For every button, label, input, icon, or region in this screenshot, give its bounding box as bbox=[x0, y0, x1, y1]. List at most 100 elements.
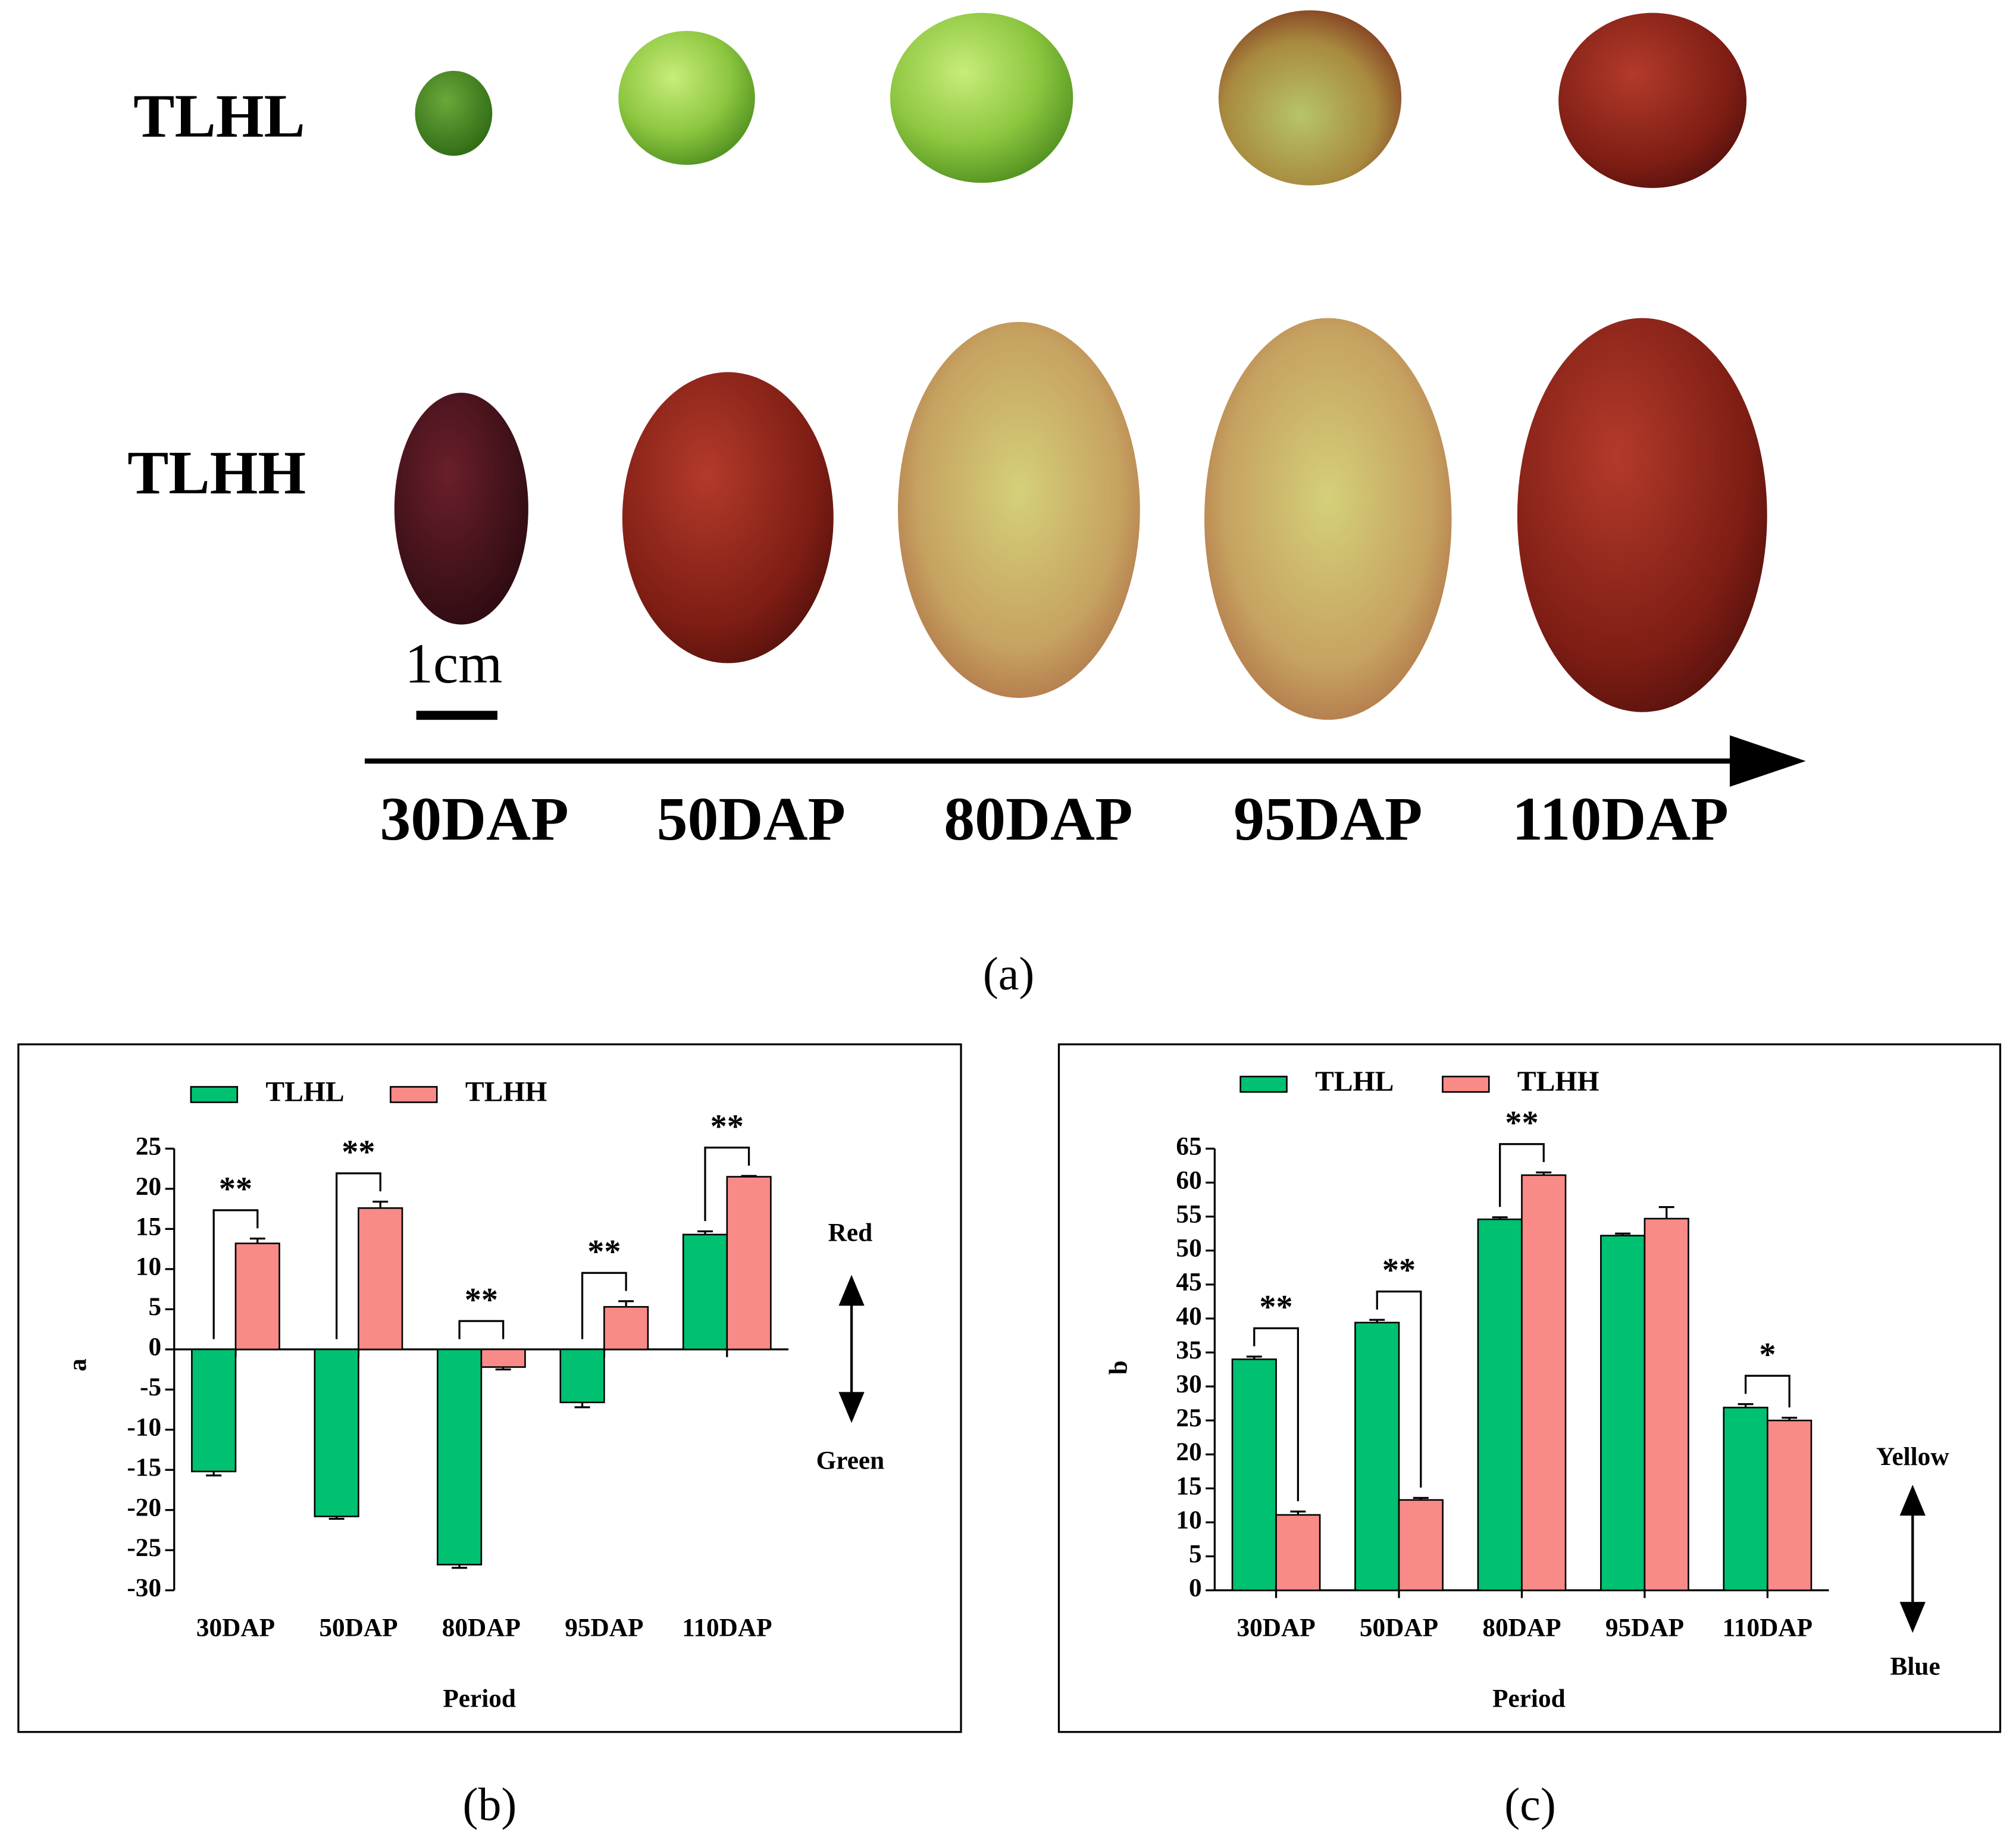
significance-bracket bbox=[336, 1172, 381, 1339]
legend-swatch bbox=[1239, 1075, 1288, 1093]
annotation: Red bbox=[828, 1218, 873, 1247]
y-tick-label: -15 bbox=[127, 1453, 161, 1482]
y-tick-label: 15 bbox=[136, 1212, 161, 1241]
significance-label: ** bbox=[710, 1108, 744, 1145]
significance-bracket bbox=[1499, 1143, 1545, 1207]
y-tick-label: 20 bbox=[136, 1172, 161, 1201]
fruit bbox=[1517, 318, 1767, 712]
error-bar bbox=[206, 1471, 222, 1477]
y-tick-label: 25 bbox=[1176, 1404, 1201, 1432]
error-bar bbox=[328, 1516, 345, 1520]
legend-label: TLHH bbox=[465, 1076, 547, 1107]
bar bbox=[1644, 1217, 1689, 1591]
significance-bracket bbox=[1376, 1290, 1422, 1488]
error-bar bbox=[1369, 1319, 1385, 1323]
x-tick-label: 95DAP bbox=[1605, 1614, 1684, 1642]
panel-frame bbox=[17, 1043, 962, 1733]
significance-label: ** bbox=[1259, 1289, 1292, 1326]
y-tick-label: 55 bbox=[1176, 1200, 1201, 1229]
y-tick-label: 45 bbox=[1176, 1268, 1201, 1297]
bar bbox=[437, 1348, 483, 1566]
arrow-head bbox=[838, 1275, 865, 1306]
bar bbox=[1600, 1235, 1646, 1591]
x-tick-label: 30DAP bbox=[196, 1614, 275, 1642]
y-tick-label: -20 bbox=[127, 1494, 161, 1522]
x-tick-label: 80DAP bbox=[1482, 1614, 1561, 1642]
arrow-head bbox=[1729, 735, 1806, 787]
error-bar bbox=[1492, 1216, 1508, 1220]
y-tick-label: 50 bbox=[1176, 1234, 1201, 1263]
y-tick-label: 10 bbox=[136, 1253, 161, 1281]
error-bar bbox=[1782, 1416, 1798, 1421]
panel-caption: (b) bbox=[463, 1779, 517, 1830]
y-tick-label: 0 bbox=[148, 1333, 161, 1361]
legend-label: TLHH bbox=[1517, 1066, 1599, 1097]
annotation: Yellow bbox=[1876, 1442, 1949, 1471]
significance-bracket bbox=[1744, 1375, 1790, 1408]
y-axis-label: b bbox=[1104, 1360, 1132, 1375]
fruit bbox=[415, 71, 493, 156]
legend-label: TLHL bbox=[265, 1076, 344, 1107]
bar bbox=[1354, 1322, 1400, 1591]
significance-bracket bbox=[704, 1147, 750, 1222]
bar bbox=[603, 1305, 649, 1351]
fruit bbox=[394, 393, 528, 625]
y-tick-label: -5 bbox=[140, 1373, 161, 1401]
scale-bar bbox=[416, 710, 497, 720]
x-tick-label: 95DAP bbox=[565, 1614, 643, 1642]
y-tick-label: 5 bbox=[148, 1292, 161, 1321]
x-axis-label: Period bbox=[443, 1685, 516, 1713]
error-bar bbox=[1246, 1355, 1262, 1360]
stage-label: 95DAP bbox=[1234, 785, 1422, 853]
arrow-head bbox=[1899, 1485, 1926, 1516]
error-bar bbox=[1536, 1171, 1552, 1175]
x-tick-label: 30DAP bbox=[1236, 1614, 1315, 1642]
fruit bbox=[897, 322, 1140, 698]
bar bbox=[1723, 1407, 1768, 1591]
y-tick-label: -30 bbox=[127, 1574, 161, 1602]
y-tick-label: 60 bbox=[1176, 1166, 1201, 1194]
bar bbox=[191, 1348, 237, 1473]
fruit bbox=[1204, 318, 1452, 720]
bar bbox=[1767, 1419, 1812, 1591]
fruit bbox=[890, 12, 1073, 183]
bar bbox=[1477, 1218, 1523, 1591]
significance-label: ** bbox=[1382, 1252, 1416, 1289]
annotation: Green bbox=[816, 1446, 885, 1474]
annotation: Blue bbox=[1890, 1652, 1940, 1681]
x-tick-label: 110DAP bbox=[1723, 1614, 1812, 1642]
stage-label: 80DAP bbox=[944, 785, 1132, 853]
significance-label: ** bbox=[1505, 1104, 1538, 1141]
y-axis-label: a bbox=[64, 1358, 92, 1372]
row-label: TLHH bbox=[127, 439, 306, 507]
error-bar bbox=[249, 1237, 265, 1244]
y-tick-label: 40 bbox=[1176, 1302, 1201, 1330]
stage-label: 30DAP bbox=[380, 785, 568, 853]
significance-bracket bbox=[212, 1209, 259, 1339]
y-tick-label: 30 bbox=[1176, 1370, 1201, 1398]
significance-label: ** bbox=[342, 1134, 375, 1170]
x-tick-label: 110DAP bbox=[682, 1614, 772, 1642]
arrow-head bbox=[1899, 1602, 1926, 1633]
error-bar bbox=[1413, 1497, 1429, 1500]
y-tick-label: -25 bbox=[127, 1533, 161, 1562]
significance-bracket bbox=[581, 1272, 627, 1339]
panel-caption: (c) bbox=[1504, 1779, 1555, 1830]
bar bbox=[358, 1207, 403, 1351]
row-label: TLHL bbox=[133, 82, 305, 150]
y-tick-label: 15 bbox=[1176, 1472, 1201, 1500]
bar bbox=[1275, 1514, 1321, 1591]
bar bbox=[314, 1348, 359, 1517]
legend-swatch bbox=[1442, 1075, 1490, 1093]
significance-bracket bbox=[1253, 1327, 1299, 1501]
fruit bbox=[618, 30, 755, 165]
significance-label: ** bbox=[465, 1282, 498, 1319]
bar bbox=[726, 1176, 772, 1351]
x-tick-label: 50DAP bbox=[1360, 1614, 1438, 1642]
stage-label: 50DAP bbox=[657, 785, 846, 853]
stage-label: 110DAP bbox=[1512, 785, 1729, 853]
bar bbox=[1231, 1358, 1277, 1591]
legend-swatch bbox=[390, 1086, 438, 1103]
error-bar bbox=[1290, 1510, 1306, 1515]
legend-label: TLHL bbox=[1315, 1066, 1394, 1097]
